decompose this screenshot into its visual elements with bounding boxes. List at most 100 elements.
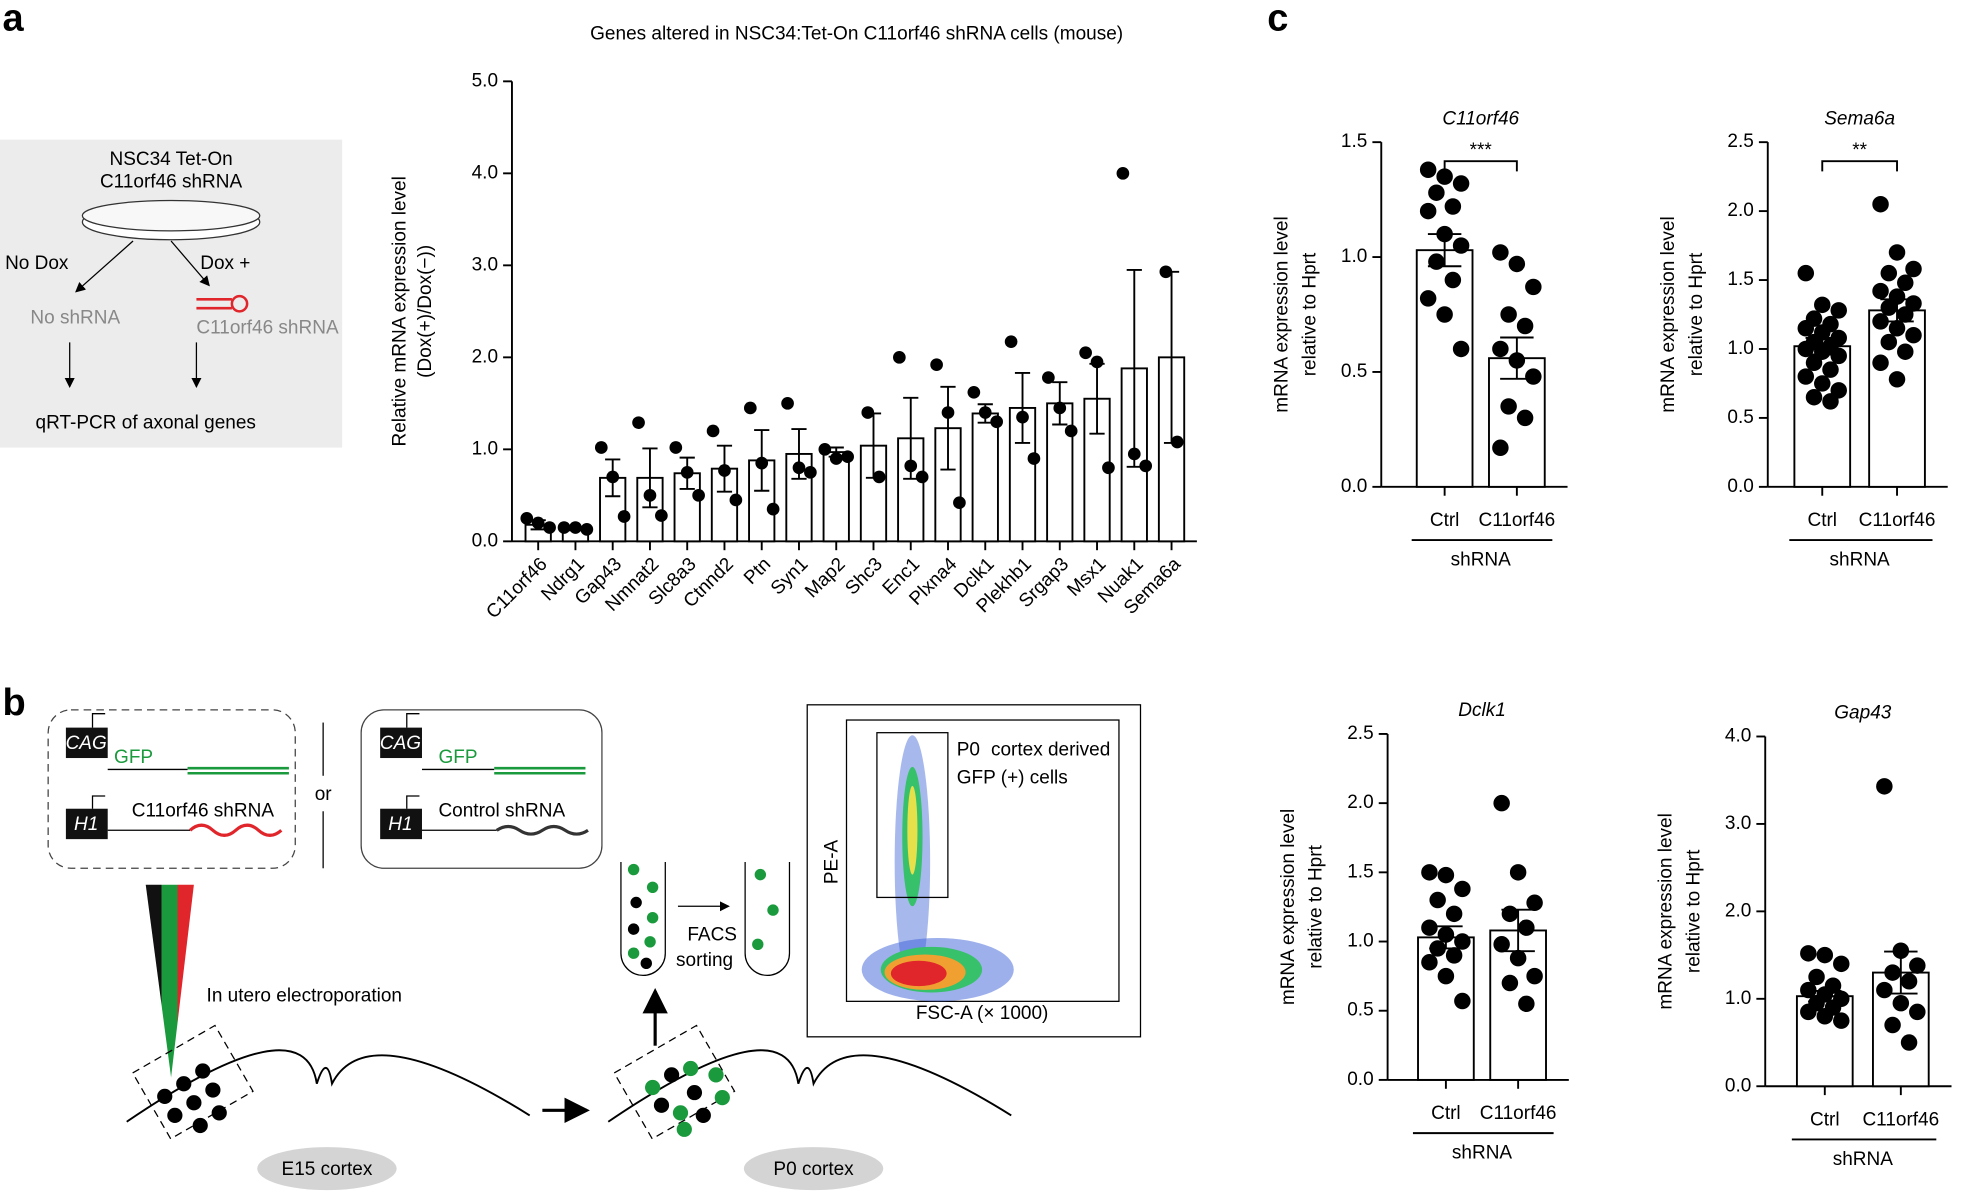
panel-label: b bbox=[3, 682, 26, 724]
data-point bbox=[1444, 198, 1462, 215]
label: sorting bbox=[676, 950, 733, 971]
label: GFP bbox=[114, 747, 153, 768]
y-tick-label: 5.0 bbox=[472, 70, 498, 91]
data-point bbox=[1437, 926, 1455, 943]
data-point bbox=[1905, 260, 1922, 278]
y-tick-label: 1.0 bbox=[1725, 988, 1751, 1009]
data-point bbox=[1808, 968, 1825, 986]
data-point bbox=[1814, 375, 1831, 392]
data-point bbox=[1437, 967, 1455, 985]
data-point bbox=[781, 397, 794, 410]
significance-bracket bbox=[1443, 160, 1518, 172]
data-point bbox=[1526, 967, 1543, 985]
y-tick-label: 1.0 bbox=[1727, 338, 1753, 359]
bar bbox=[822, 451, 850, 543]
y-tick-label: 2.0 bbox=[1727, 200, 1753, 221]
bar bbox=[971, 412, 999, 543]
gfp-gene bbox=[494, 766, 586, 775]
error-bar bbox=[940, 385, 956, 471]
label: C11orf46 shRNA bbox=[100, 172, 243, 193]
diagram-a: NSC34 Tet-On C11orf46 shRNA No Dox Dox +… bbox=[0, 139, 343, 448]
data-point bbox=[1797, 320, 1815, 337]
y-tick-label: 0.0 bbox=[472, 530, 498, 551]
bar bbox=[748, 459, 776, 543]
x-tick-label: Shc3 bbox=[841, 554, 886, 599]
data-point bbox=[1508, 255, 1526, 273]
x-tick-label: Ctrl bbox=[1431, 1103, 1461, 1124]
data-point bbox=[1888, 244, 1906, 261]
y-tick-label: 4.0 bbox=[1725, 726, 1751, 747]
y-tick-label: 1.0 bbox=[1341, 246, 1367, 267]
data-point bbox=[1042, 371, 1055, 384]
pipette bbox=[145, 884, 194, 1078]
data-point bbox=[643, 489, 657, 502]
data-point bbox=[1797, 368, 1815, 385]
data-point bbox=[1822, 393, 1839, 410]
y-axis-label: Relative mRNA expression level bbox=[389, 176, 410, 446]
label: FSC-A (× 1000) bbox=[916, 1003, 1049, 1024]
data-point bbox=[1090, 355, 1104, 369]
data-point bbox=[1525, 368, 1542, 385]
gate bbox=[876, 732, 949, 899]
hairpin bbox=[196, 298, 232, 310]
data-point bbox=[557, 521, 571, 534]
data-point bbox=[1516, 409, 1534, 427]
data-point bbox=[1833, 955, 1850, 973]
data-point bbox=[893, 351, 906, 364]
promoter bbox=[380, 727, 422, 759]
label: P0 cortex bbox=[773, 1159, 854, 1180]
y-tick-label: 1.0 bbox=[1347, 931, 1373, 952]
data-point bbox=[1872, 354, 1889, 372]
backbone bbox=[91, 795, 191, 831]
y-axis-label: mRNA expression level bbox=[1271, 216, 1292, 412]
data-point bbox=[1816, 946, 1834, 964]
data-point bbox=[1429, 940, 1446, 957]
data-point bbox=[692, 489, 705, 502]
data-point bbox=[580, 523, 594, 536]
data-point bbox=[1909, 1003, 1926, 1021]
data-point bbox=[1888, 320, 1906, 337]
arrow bbox=[75, 240, 134, 293]
data-point bbox=[915, 470, 929, 484]
data-point bbox=[1822, 361, 1839, 378]
label: In utero electroporation bbox=[207, 985, 402, 1006]
x-tick-label: Ctrl bbox=[1807, 510, 1837, 531]
data-point bbox=[543, 521, 556, 534]
data-point bbox=[1876, 778, 1893, 795]
region-label bbox=[257, 1147, 397, 1191]
data-point bbox=[594, 441, 608, 454]
data-point bbox=[829, 452, 843, 465]
label: Dox + bbox=[200, 253, 250, 274]
data-point bbox=[1880, 264, 1898, 282]
label: H1 bbox=[74, 814, 98, 835]
dish bbox=[81, 199, 261, 232]
data-point bbox=[655, 509, 668, 522]
data-point bbox=[1501, 974, 1519, 992]
data-point bbox=[1892, 994, 1910, 1012]
data-point bbox=[1428, 253, 1445, 270]
data-point bbox=[531, 516, 545, 530]
y-tick-label: 1.5 bbox=[1347, 861, 1373, 882]
data-point bbox=[766, 502, 780, 516]
group-label: shRNA bbox=[1833, 1149, 1894, 1170]
data-point bbox=[1493, 936, 1510, 953]
data-point bbox=[1436, 225, 1453, 243]
x-tick-label: C11orf46 bbox=[1478, 510, 1555, 531]
data-point bbox=[1805, 354, 1823, 372]
y-tick-label: 0.0 bbox=[1347, 1069, 1373, 1090]
data-point bbox=[1897, 306, 1914, 323]
region bbox=[613, 1024, 736, 1140]
tube bbox=[744, 861, 791, 976]
flow-density bbox=[861, 735, 1014, 1002]
group-label: shRNA bbox=[1452, 1142, 1513, 1163]
flow-frame bbox=[806, 704, 1142, 1038]
data-point bbox=[1800, 1003, 1817, 1021]
data-point bbox=[1492, 340, 1509, 358]
data-point bbox=[1516, 317, 1534, 335]
y-tick-label: 3.0 bbox=[1725, 813, 1751, 834]
data-point bbox=[1436, 306, 1453, 323]
data-point bbox=[1509, 949, 1527, 967]
cells bbox=[157, 1063, 711, 1134]
label: P0 bbox=[957, 739, 980, 760]
data-point bbox=[669, 441, 683, 454]
